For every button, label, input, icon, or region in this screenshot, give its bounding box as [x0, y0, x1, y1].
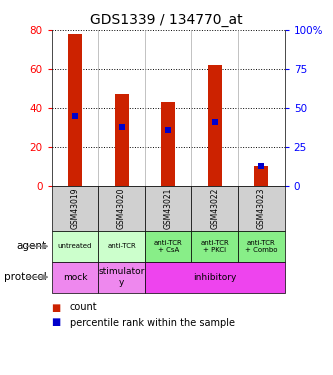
Text: inhibitory: inhibitory	[193, 273, 236, 282]
Bar	[145, 186, 191, 231]
Text: ■: ■	[52, 303, 61, 312]
Text: agent: agent	[17, 242, 47, 251]
Text: percentile rank within the sample: percentile rank within the sample	[70, 318, 235, 327]
Text: GSM43023: GSM43023	[257, 188, 266, 229]
Bar	[145, 231, 191, 262]
Text: stimulator
y: stimulator y	[98, 267, 145, 287]
Bar	[238, 231, 285, 262]
Text: untreated: untreated	[58, 243, 92, 249]
Bar	[238, 186, 285, 231]
Bar	[191, 186, 238, 231]
Bar	[98, 186, 145, 231]
Text: GDS1339 / 134770_at: GDS1339 / 134770_at	[90, 13, 243, 27]
Bar	[208, 65, 222, 186]
Text: GSM43019: GSM43019	[70, 188, 80, 229]
Text: GSM43021: GSM43021	[164, 188, 173, 229]
Text: anti-TCR
+ PKCi: anti-TCR + PKCi	[200, 240, 229, 253]
Bar	[52, 231, 98, 262]
Text: anti-TCR
+ Combo: anti-TCR + Combo	[245, 240, 278, 253]
Bar	[115, 94, 129, 186]
Bar	[145, 262, 285, 292]
Bar	[191, 231, 238, 262]
Bar	[161, 102, 175, 186]
Text: anti-TCR
+ CsA: anti-TCR + CsA	[154, 240, 182, 253]
Bar	[52, 262, 98, 292]
Text: ■: ■	[52, 318, 61, 327]
Text: count: count	[70, 303, 98, 312]
Bar	[68, 34, 82, 186]
Text: GSM43022: GSM43022	[210, 188, 219, 229]
Text: mock: mock	[63, 273, 87, 282]
Bar	[254, 166, 268, 186]
Bar	[52, 186, 98, 231]
Bar	[98, 231, 145, 262]
Text: GSM43020: GSM43020	[117, 188, 126, 229]
Bar	[98, 262, 145, 292]
Text: protocol: protocol	[4, 272, 47, 282]
Text: anti-TCR: anti-TCR	[107, 243, 136, 249]
